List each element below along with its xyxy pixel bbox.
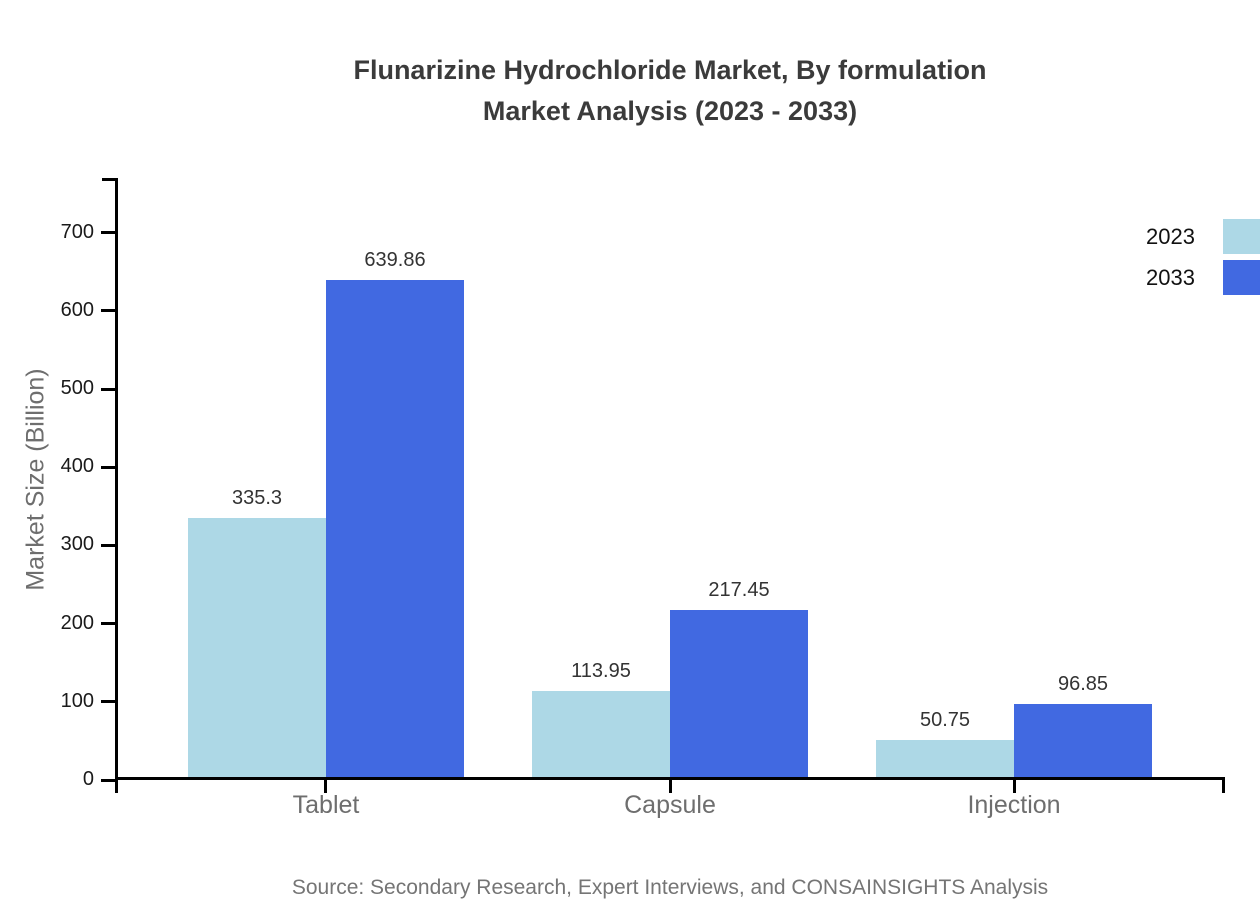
- y-tick: [101, 544, 115, 547]
- x-tick: [669, 780, 672, 793]
- y-tick-label: 100: [60, 690, 94, 712]
- bar-value-label: 217.45: [708, 579, 770, 601]
- y-tick: [101, 700, 115, 703]
- x-axis-line: [115, 777, 1222, 780]
- source-note: Source: Secondary Research, Expert Inter…: [291, 876, 1049, 899]
- bar-value-label: 50.75: [919, 709, 971, 731]
- bar-value-label: 335.3: [231, 487, 283, 509]
- category-label: Tablet: [292, 791, 360, 819]
- bar-injection-2023: [876, 740, 1014, 780]
- chart-title: Flunarizine Hydrochloride Market, By for…: [90, 50, 1250, 132]
- y-tick: [101, 388, 115, 391]
- x-tick: [1013, 780, 1016, 793]
- chart-title-line1: Flunarizine Hydrochloride Market, By for…: [353, 55, 987, 85]
- legend: 2023 2033: [1146, 219, 1260, 295]
- y-tick-label: 0: [82, 768, 94, 790]
- legend-label: 2023: [1146, 223, 1195, 249]
- y-tick: [101, 779, 115, 782]
- y-tick: [101, 622, 115, 625]
- category-label: Capsule: [624, 791, 716, 819]
- y-tick-label: 300: [60, 533, 94, 555]
- bar-injection-2033: [1014, 704, 1152, 780]
- y-tick-label: 700: [60, 221, 94, 243]
- y-tick: [101, 466, 115, 469]
- y-tick-label: 500: [60, 377, 94, 399]
- y-tick-label: 400: [60, 455, 94, 477]
- y-axis-title: Market Size (Billion): [21, 367, 50, 591]
- bar-capsule-2033: [670, 610, 808, 780]
- y-tick-label: 600: [60, 299, 94, 321]
- y-tick-label: 200: [60, 612, 94, 634]
- legend-item-2033: 2033: [1146, 260, 1260, 295]
- legend-label: 2033: [1146, 264, 1195, 290]
- category-label: Injection: [967, 791, 1061, 819]
- legend-item-2023: 2023: [1146, 219, 1260, 254]
- y-axis-top-tick: [102, 178, 115, 181]
- chart-title-line2: Market Analysis (2023 - 2033): [482, 96, 858, 126]
- legend-swatch: [1223, 219, 1260, 254]
- bar-value-label: 96.85: [1057, 673, 1109, 695]
- bar-tablet-2023: [188, 518, 326, 780]
- plot-area: 335.3 639.86 113.95 217.45 50.75 96.85 0 100 20…: [61, 178, 1225, 819]
- legend-swatch: [1223, 260, 1260, 295]
- x-axis-end-tick: [1222, 777, 1225, 793]
- bar-tablet-2033: [326, 280, 464, 780]
- y-tick: [101, 309, 115, 312]
- y-axis-line: [115, 178, 118, 793]
- bar-value-label: 113.95: [571, 660, 631, 682]
- x-tick: [324, 780, 327, 793]
- bars-layer: 335.3 639.86 113.95 217.45 50.75 96.85: [118, 178, 1222, 780]
- bar-value-label: 639.86: [364, 249, 426, 271]
- y-tick: [101, 231, 115, 234]
- bar-capsule-2023: [532, 691, 670, 780]
